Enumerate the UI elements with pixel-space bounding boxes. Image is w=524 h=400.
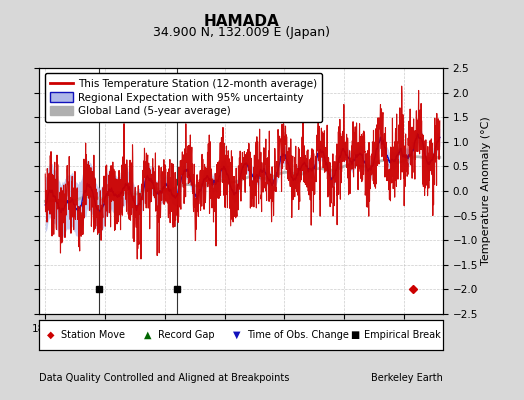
Legend: This Temperature Station (12-month average), Regional Expectation with 95% uncer: This Temperature Station (12-month avera… <box>45 73 322 122</box>
Text: 34.900 N, 132.009 E (Japan): 34.900 N, 132.009 E (Japan) <box>152 26 330 39</box>
Text: ▼: ▼ <box>233 330 241 340</box>
Text: Record Gap: Record Gap <box>158 330 215 340</box>
Text: HAMADA: HAMADA <box>203 14 279 29</box>
Text: Berkeley Earth: Berkeley Earth <box>371 373 443 383</box>
Text: ◆: ◆ <box>47 330 55 340</box>
Y-axis label: Temperature Anomaly (°C): Temperature Anomaly (°C) <box>481 117 490 265</box>
Text: Station Move: Station Move <box>61 330 125 340</box>
Text: Data Quality Controlled and Aligned at Breakpoints: Data Quality Controlled and Aligned at B… <box>39 373 290 383</box>
Text: Time of Obs. Change: Time of Obs. Change <box>247 330 349 340</box>
Text: Empirical Break: Empirical Break <box>364 330 441 340</box>
Text: ▲: ▲ <box>144 330 152 340</box>
Text: ■: ■ <box>350 330 359 340</box>
